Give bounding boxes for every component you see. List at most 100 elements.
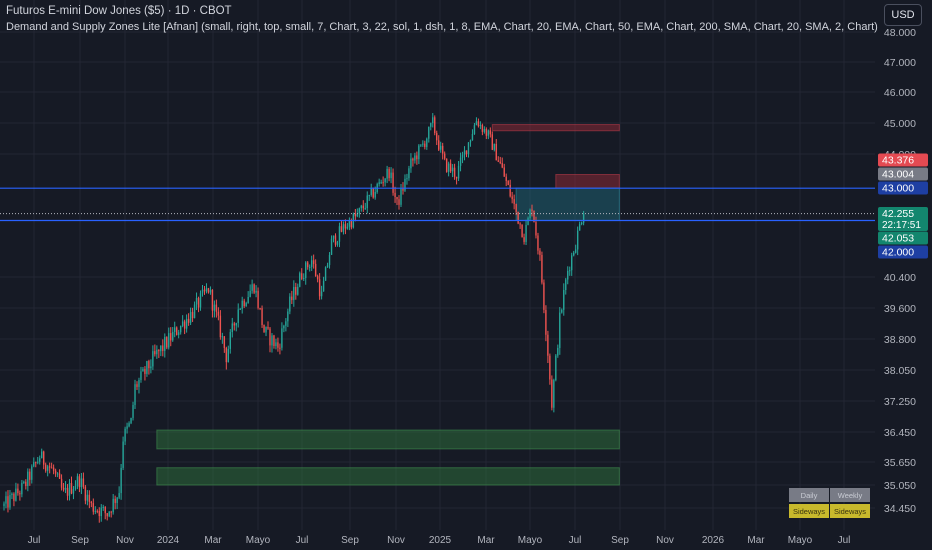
candle-body (148, 361, 150, 369)
indicator-legend[interactable]: Demand and Supply Zones Lite [Afnan] (sm… (6, 21, 878, 33)
candle-body (17, 488, 19, 494)
candle-body (521, 224, 523, 238)
candle-body (489, 130, 492, 135)
time-tick-label: Mar (477, 535, 495, 546)
candle-body (251, 284, 253, 291)
candle-body (398, 199, 400, 205)
candle-body (471, 133, 474, 141)
candle-body (463, 150, 466, 155)
candle-body (346, 226, 349, 229)
candle-body (86, 494, 89, 501)
candle-body (380, 182, 382, 184)
candle-body (378, 182, 380, 185)
candle-body (400, 188, 402, 205)
candle-body (201, 289, 204, 294)
candle-body (138, 379, 140, 387)
candle-body (426, 138, 428, 147)
candle-body (257, 290, 259, 308)
candle-body (241, 300, 243, 309)
candle-body (441, 145, 444, 154)
chart-title: Futuros E-mini Dow Jones ($5) · 1D · CBO… (6, 5, 232, 17)
candle-body (374, 192, 376, 198)
candle-body (509, 184, 511, 197)
candle-body (305, 262, 307, 279)
candle-body (44, 464, 47, 471)
candle-body (271, 335, 273, 346)
candle-body (563, 289, 565, 310)
candle-body (116, 497, 118, 503)
candle-body (567, 270, 569, 280)
candle-body (515, 203, 517, 212)
candle-body (408, 168, 410, 179)
price-tick-label: 35.050 (884, 480, 916, 492)
candle-body (72, 489, 75, 494)
candle-body (420, 144, 422, 146)
chart-grid (0, 0, 875, 530)
time-axis[interactable]: Jul Sep Nov 2024 Mar Mayo Jul Sep Nov 2025 Mar Mayo… (28, 535, 851, 546)
candle-body (295, 287, 297, 295)
candle-body (88, 494, 91, 502)
candle-body (428, 126, 430, 139)
candle-body (531, 209, 533, 211)
price-axis[interactable]: 48.00047.00046.00045.00044.00040.40039.6… (884, 27, 916, 515)
candle-body (289, 296, 291, 312)
candle-body (316, 276, 319, 280)
candle-body (541, 254, 543, 283)
candle-body (269, 328, 271, 346)
candle-body (301, 273, 303, 279)
candle-body (108, 511, 110, 517)
candle-body (551, 379, 553, 408)
candle-body (74, 486, 77, 490)
candle-body (451, 167, 454, 172)
candle-body (19, 493, 21, 495)
candle-body (142, 369, 144, 372)
candle-body (102, 507, 104, 509)
candle-body (459, 157, 462, 166)
candle-body (152, 351, 154, 367)
candle-body (461, 154, 464, 158)
candle-body (523, 237, 525, 242)
time-tick-label: Sep (341, 535, 359, 546)
candle-body (483, 128, 486, 132)
candle-body (293, 287, 295, 301)
candle-body (358, 208, 361, 214)
candle-body (187, 318, 190, 323)
candle-body (136, 384, 138, 387)
candle-body (170, 333, 172, 341)
candle-body (68, 482, 71, 496)
zone-supply (491, 124, 620, 132)
candle-body (197, 298, 200, 308)
time-tick-label: Jul (569, 535, 582, 546)
candle-body (13, 493, 15, 501)
candle-body (445, 158, 448, 172)
candle-body (189, 311, 192, 323)
candle-body (481, 125, 484, 132)
candle-body (344, 224, 347, 229)
candle-body (50, 467, 53, 469)
time-tick-label: Mayo (788, 535, 813, 546)
candle-body (223, 336, 226, 348)
candle-body (52, 467, 55, 471)
candle-body (404, 178, 406, 191)
candle-body (517, 211, 519, 224)
price-label-badge (878, 207, 928, 231)
candle-body (227, 348, 230, 363)
candle-body (106, 513, 108, 517)
currency-selector[interactable]: USD (884, 4, 922, 26)
candle-body (283, 325, 285, 329)
candle-body (128, 423, 130, 427)
candle-body (166, 337, 168, 348)
time-tick-label: Jul (838, 535, 851, 546)
candle-body (449, 163, 452, 172)
candle-body (76, 476, 79, 487)
candle-body (549, 355, 551, 380)
candle-body (497, 160, 499, 162)
candle-body (84, 486, 87, 501)
candle-body (112, 498, 114, 513)
candle-body (209, 289, 212, 293)
time-tick-label: 2024 (157, 535, 180, 546)
candle-body (324, 267, 327, 281)
candle-body (469, 140, 472, 143)
candle-body (120, 467, 122, 494)
